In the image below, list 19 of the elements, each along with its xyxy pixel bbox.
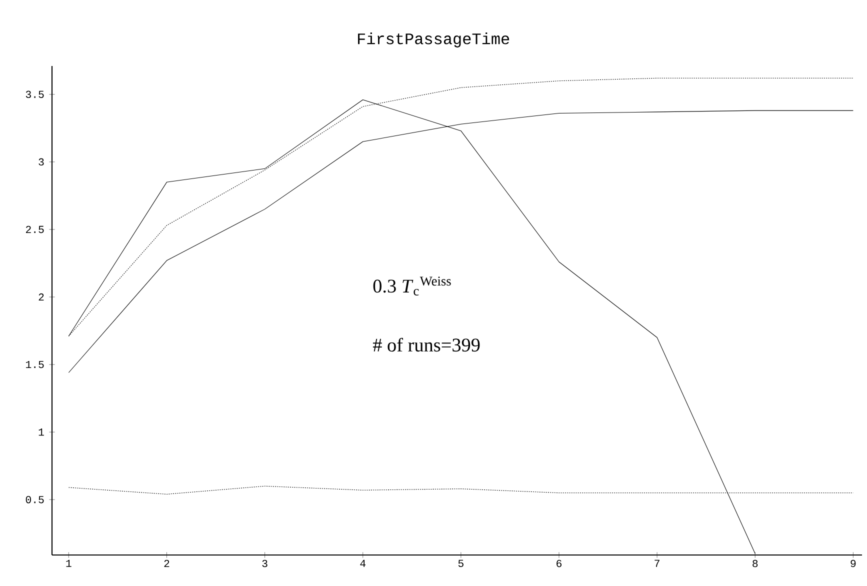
x-tick-label: 2: [164, 560, 170, 568]
annotation: 0.3 T$_{c}$Weiss: [373, 276, 451, 296]
chart-title: FirstPassageTime: [358, 32, 510, 48]
x-tick-label: 5: [458, 560, 464, 568]
y-tick-label: 3.5: [26, 90, 44, 98]
x-tick-label: 7: [654, 560, 660, 567]
x-tick-label: 1: [66, 560, 72, 567]
y-tick-label: 1: [38, 428, 44, 436]
y-tick-label: 2.5: [26, 226, 44, 234]
x-tick-label: 4: [360, 560, 366, 567]
x-tick-label: 9: [850, 560, 856, 568]
y-tick-label: 0.5: [26, 496, 44, 504]
x-tick-label: 3: [262, 560, 268, 568]
annotation: # of runs=399: [372, 338, 480, 352]
x-tick-label: 6: [556, 560, 562, 568]
y-tick-label: 2: [38, 293, 44, 301]
y-tick-label: 1.5: [26, 360, 44, 368]
x-tick-label: 8: [752, 560, 758, 568]
y-tick-label: 3: [38, 158, 44, 166]
